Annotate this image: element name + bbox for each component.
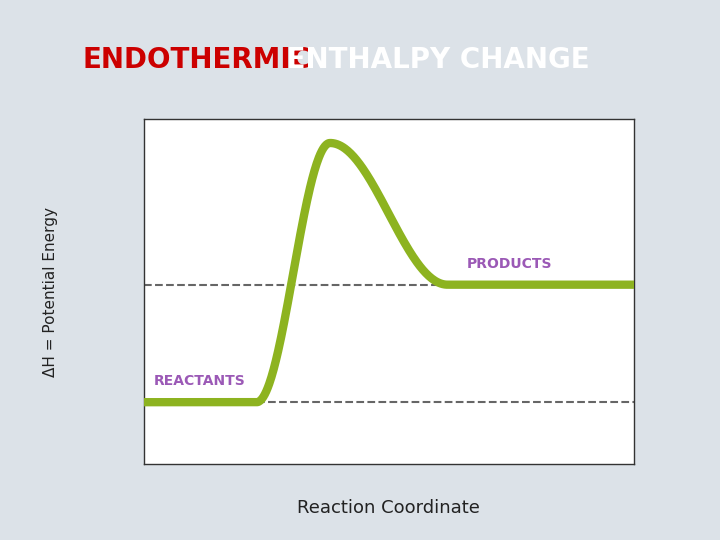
Text: ΔH = Potential Energy: ΔH = Potential Energy (43, 207, 58, 376)
Text: ENDOTHERMIC: ENDOTHERMIC (83, 46, 312, 73)
Text: REACTANTS: REACTANTS (154, 374, 246, 388)
Text: Reaction Coordinate: Reaction Coordinate (297, 498, 480, 517)
Text: PRODUCTS: PRODUCTS (467, 257, 553, 271)
Text: ENTHALPY CHANGE: ENTHALPY CHANGE (277, 46, 590, 73)
